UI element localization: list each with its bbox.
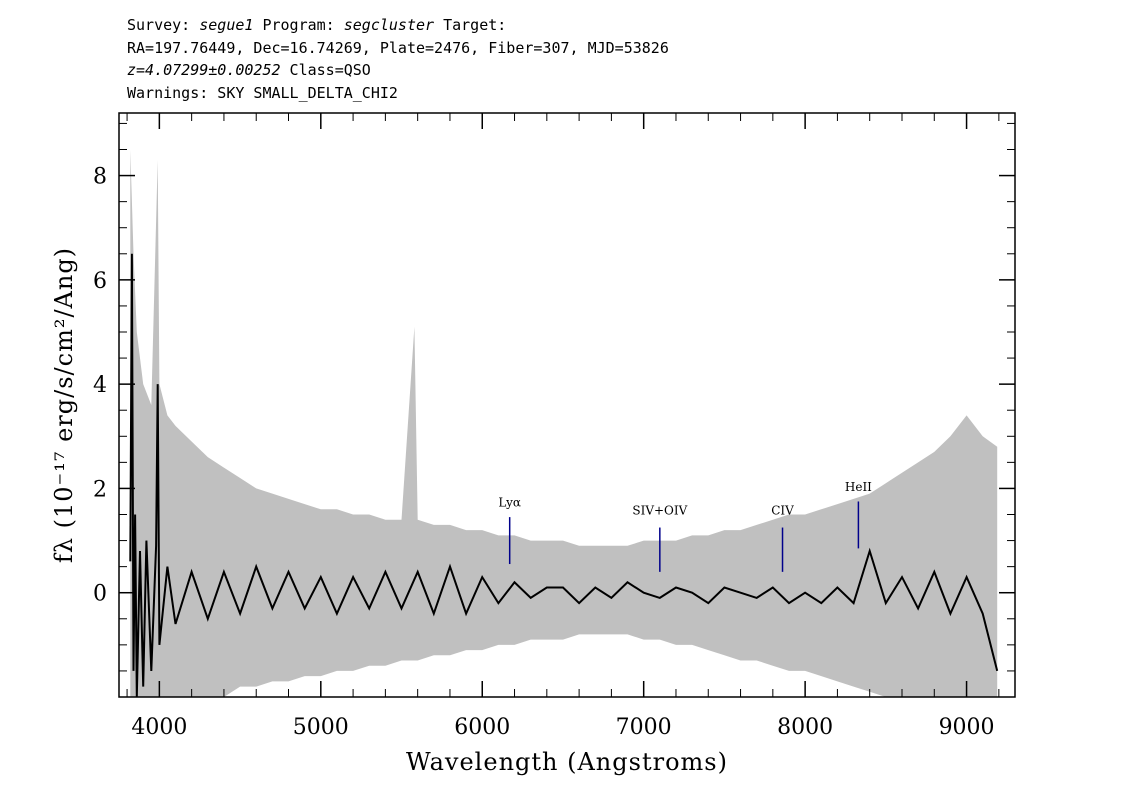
- program-key: Program:: [253, 16, 344, 34]
- header-warnings: Warnings: SKY SMALL_DELTA_CHI2: [127, 83, 398, 102]
- annotation-label: Lyα: [498, 496, 521, 510]
- spectrum-header: Survey: segue1 Program: segcluster Targe…: [127, 14, 669, 104]
- line-annotations: Lyα SIV+OIV CIV HeII: [498, 480, 872, 572]
- y-tick-label: 8: [93, 165, 107, 190]
- header-line-3: z=4.07299±0.00252 Class=QSO: [127, 59, 669, 82]
- survey-value: segue1: [199, 16, 254, 34]
- header-line-2: RA=197.76449, Dec=16.74269, Plate=2476, …: [127, 38, 669, 57]
- survey-key: Survey:: [127, 16, 200, 34]
- y-tick-label: 0: [93, 582, 107, 607]
- x-tick-label: 6000: [454, 715, 510, 740]
- x-axis-title: Wavelength (Angstroms): [406, 748, 728, 776]
- x-tick-label: 8000: [777, 715, 833, 740]
- target-key: Target:: [434, 16, 507, 34]
- axis-ticks: 4000 5000 6000 7000 8000 9000 0 2 4 6 8: [93, 113, 1015, 740]
- annotation-label: CIV: [771, 504, 794, 518]
- header-line-1: Survey: segue1 Program: segcluster Targe…: [127, 14, 669, 37]
- program-value: segcluster: [343, 16, 435, 34]
- x-tick-label: 7000: [616, 715, 672, 740]
- y-axis-title: fλ (10⁻¹⁷ erg/s/cm²/Ang): [50, 247, 78, 563]
- y-tick-label: 6: [93, 269, 107, 294]
- y-tick-label: 2: [93, 477, 107, 502]
- annotation-label: HeII: [845, 480, 872, 494]
- plot-area: [129, 149, 999, 697]
- x-tick-label: 5000: [293, 715, 349, 740]
- y-tick-label: 4: [93, 373, 107, 398]
- error-band: [130, 149, 998, 697]
- flux-line: [129, 253, 999, 697]
- x-tick-label: 9000: [939, 715, 995, 740]
- redshift-value: z=4.07299±0.00252: [127, 61, 281, 79]
- plot-frame: [118, 112, 1016, 698]
- class-value: Class=QSO: [280, 61, 371, 79]
- x-tick-label: 4000: [131, 715, 187, 740]
- annotation-label: SIV+OIV: [632, 504, 687, 518]
